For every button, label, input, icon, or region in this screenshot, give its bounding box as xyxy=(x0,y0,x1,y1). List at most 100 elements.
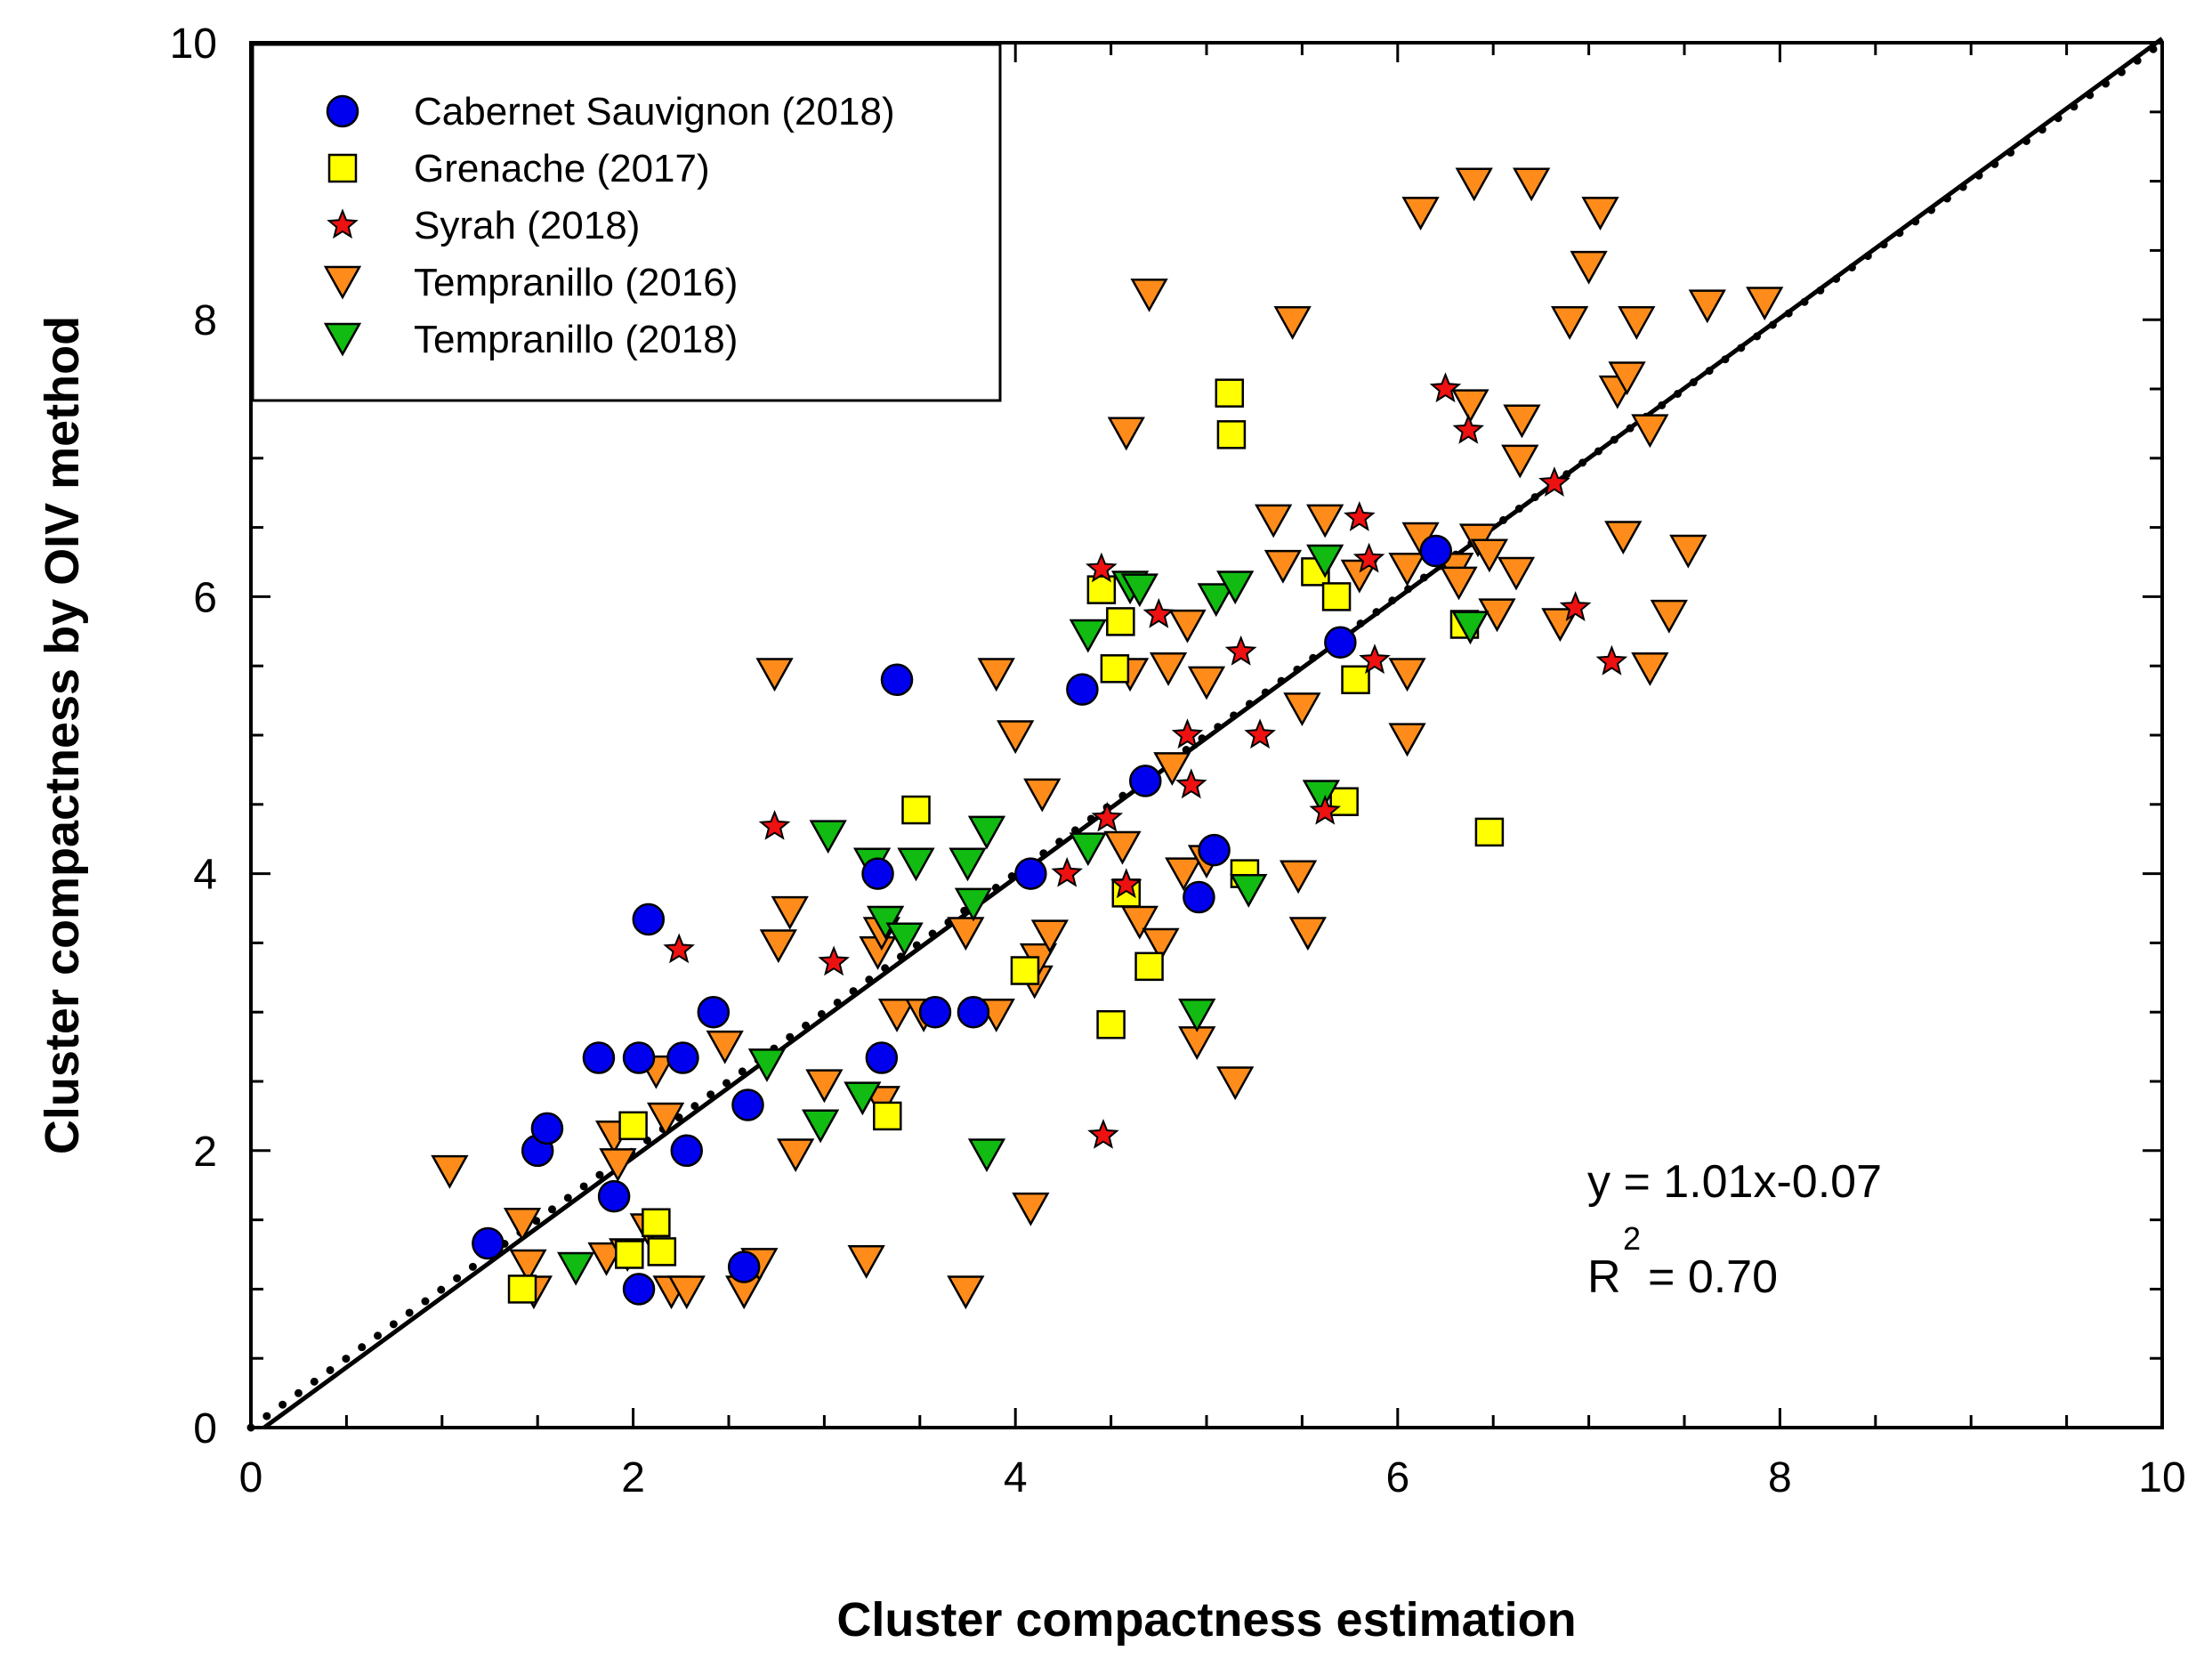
series-cabernet-sauvignon-2018 xyxy=(472,534,1453,1306)
identity-line xyxy=(246,38,2167,1432)
data-point xyxy=(731,1088,764,1121)
data-point xyxy=(1559,591,1592,622)
y-tick-label: 2 xyxy=(193,1129,217,1176)
legend-marker xyxy=(323,322,362,357)
data-point xyxy=(1340,559,1378,594)
data-point xyxy=(1014,857,1047,890)
tick-labels: 0 2 4 6 8 10 0 2 4 6 8 10 xyxy=(170,20,2186,1501)
regression-lines xyxy=(246,36,2167,1432)
data-point xyxy=(597,1179,631,1213)
data-point xyxy=(1091,801,1124,832)
data-point xyxy=(1273,306,1312,340)
data-point xyxy=(1550,306,1589,340)
data-point xyxy=(1183,880,1215,914)
data-point xyxy=(1087,1118,1119,1149)
data-point xyxy=(1279,860,1318,894)
data-point xyxy=(472,1226,505,1260)
data-point xyxy=(1215,378,1245,408)
data-point xyxy=(947,1275,985,1310)
data-point xyxy=(1306,504,1344,538)
series-syrah-2018 xyxy=(663,372,1628,1149)
data-point xyxy=(977,658,1015,692)
data-point xyxy=(880,663,914,697)
data-point xyxy=(1470,538,1509,573)
data-point xyxy=(1451,611,1489,645)
data-point xyxy=(1130,278,1168,312)
data-point xyxy=(861,857,894,890)
data-point xyxy=(663,933,695,964)
data-point xyxy=(1051,856,1083,887)
data-point xyxy=(957,995,990,1029)
data-point xyxy=(599,1148,637,1182)
data-point xyxy=(431,1154,469,1189)
x-tick-label: 8 xyxy=(1768,1454,1792,1501)
data-point xyxy=(1107,417,1145,451)
data-point xyxy=(1187,666,1226,700)
data-point xyxy=(1224,635,1257,666)
legend-marker xyxy=(326,94,359,128)
data-point xyxy=(727,1250,761,1283)
data-point xyxy=(1474,817,1505,847)
y-axis-title: Cluster compactness by OIV method xyxy=(36,316,89,1154)
data-point xyxy=(865,1041,899,1074)
data-point xyxy=(1012,1192,1050,1226)
data-point xyxy=(642,1208,671,1237)
data-point xyxy=(1324,626,1357,659)
data-point xyxy=(777,1138,815,1173)
x-tick-label: 4 xyxy=(1004,1454,1028,1501)
data-point xyxy=(918,995,952,1029)
data-point xyxy=(697,995,731,1029)
data-point xyxy=(1302,780,1341,814)
data-point xyxy=(1023,778,1062,813)
legend-marker xyxy=(327,208,359,239)
fit-line xyxy=(262,36,2164,1430)
x-tick-label: 10 xyxy=(2138,1454,2185,1501)
data-point xyxy=(1401,197,1440,231)
data-point xyxy=(1570,250,1608,285)
data-point xyxy=(1309,794,1341,825)
data-point xyxy=(582,1041,616,1074)
data-point xyxy=(1066,673,1099,706)
r2-superscript: 2 xyxy=(1623,1220,1641,1257)
series-tempranillo-2018 xyxy=(557,544,1489,1286)
data-point xyxy=(587,1242,626,1276)
data-point xyxy=(1129,765,1162,797)
data-point xyxy=(670,1134,703,1168)
data-point xyxy=(1171,718,1204,749)
legend-box xyxy=(251,43,1002,402)
data-point xyxy=(877,999,916,1032)
legend-marker xyxy=(323,265,362,300)
data-point xyxy=(1283,692,1321,726)
data-point xyxy=(618,1111,648,1141)
data-point xyxy=(1631,652,1669,686)
data-point xyxy=(873,1101,902,1131)
data-point xyxy=(809,820,847,854)
data-point xyxy=(1010,956,1040,985)
data-point xyxy=(847,1245,885,1279)
y-tick-label: 6 xyxy=(193,574,217,621)
data-point xyxy=(1288,917,1327,951)
r2-prefix: R xyxy=(1587,1251,1621,1303)
data-point xyxy=(844,1081,882,1116)
legend-label-tempranillo-2018: Tempranillo (2018) xyxy=(414,318,738,361)
data-point xyxy=(1216,1066,1255,1101)
data-point xyxy=(1503,404,1541,439)
data-point xyxy=(1341,665,1370,695)
data-point xyxy=(771,895,809,930)
data-point xyxy=(1746,287,1784,321)
fit-annotation: y = 1.01x-0.07 R 2 = 0.70 xyxy=(1587,1156,1882,1303)
data-point xyxy=(1153,752,1191,786)
legend-marker xyxy=(327,153,358,183)
data-point xyxy=(1216,571,1255,605)
legend-label-tempranillo-2016: Tempranillo (2016) xyxy=(414,261,738,304)
data-point xyxy=(1581,197,1619,231)
data-point xyxy=(1168,609,1207,643)
data-point xyxy=(1030,919,1069,954)
data-point xyxy=(632,902,666,936)
data-point xyxy=(1669,534,1707,569)
data-point xyxy=(1452,413,1485,444)
data-point xyxy=(1096,1009,1126,1040)
data-point xyxy=(667,1275,706,1310)
data-point xyxy=(1120,573,1158,608)
data-point xyxy=(1352,542,1385,573)
